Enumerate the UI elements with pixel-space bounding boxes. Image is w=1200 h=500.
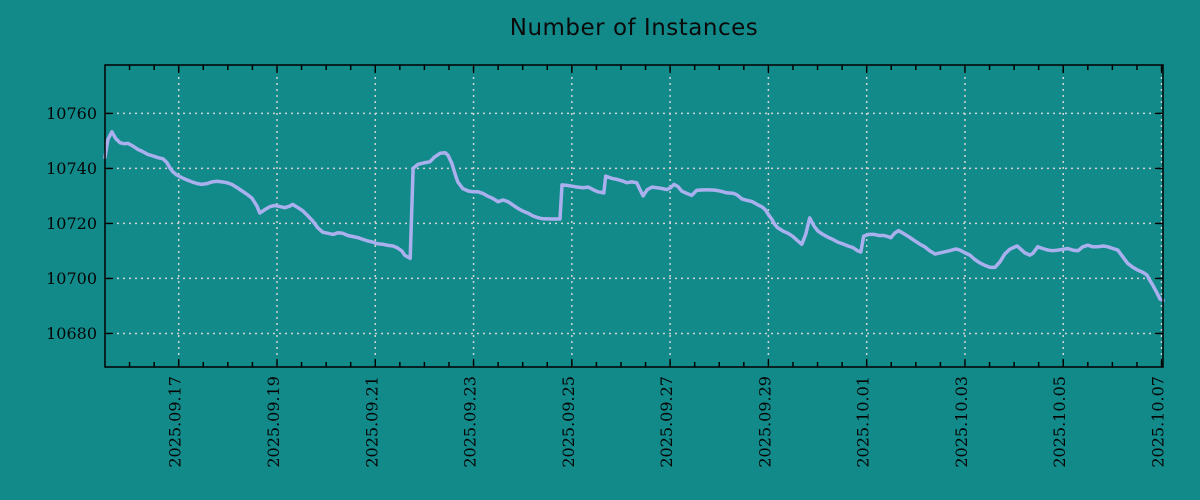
y-tick-label: 10720 (46, 214, 97, 233)
x-tick-label: 2025.09.19 (264, 376, 283, 468)
x-tick-label: 2025.10.07 (1149, 376, 1168, 468)
x-tick-label: 2025.09.25 (559, 376, 578, 468)
y-tick-label: 10680 (46, 324, 97, 343)
x-tick-label: 2025.09.17 (166, 376, 185, 468)
y-tick-label: 10700 (46, 269, 97, 288)
x-tick-label: 2025.09.27 (657, 376, 676, 468)
x-tick-label: 2025.10.01 (854, 376, 873, 468)
x-tick-label: 2025.09.23 (461, 376, 480, 468)
x-tick-label: 2025.09.29 (755, 376, 774, 468)
x-tick-label: 2025.10.03 (952, 376, 971, 468)
y-tick-label: 10760 (46, 104, 97, 123)
plot-border (104, 64, 1164, 368)
chart-title: Number of Instances (509, 15, 759, 41)
x-tick-label: 2025.10.05 (1050, 376, 1069, 468)
x-tick-label: 2025.09.21 (362, 376, 381, 468)
data-series-line (103, 130, 1165, 303)
y-tick-label: 10740 (46, 159, 97, 178)
